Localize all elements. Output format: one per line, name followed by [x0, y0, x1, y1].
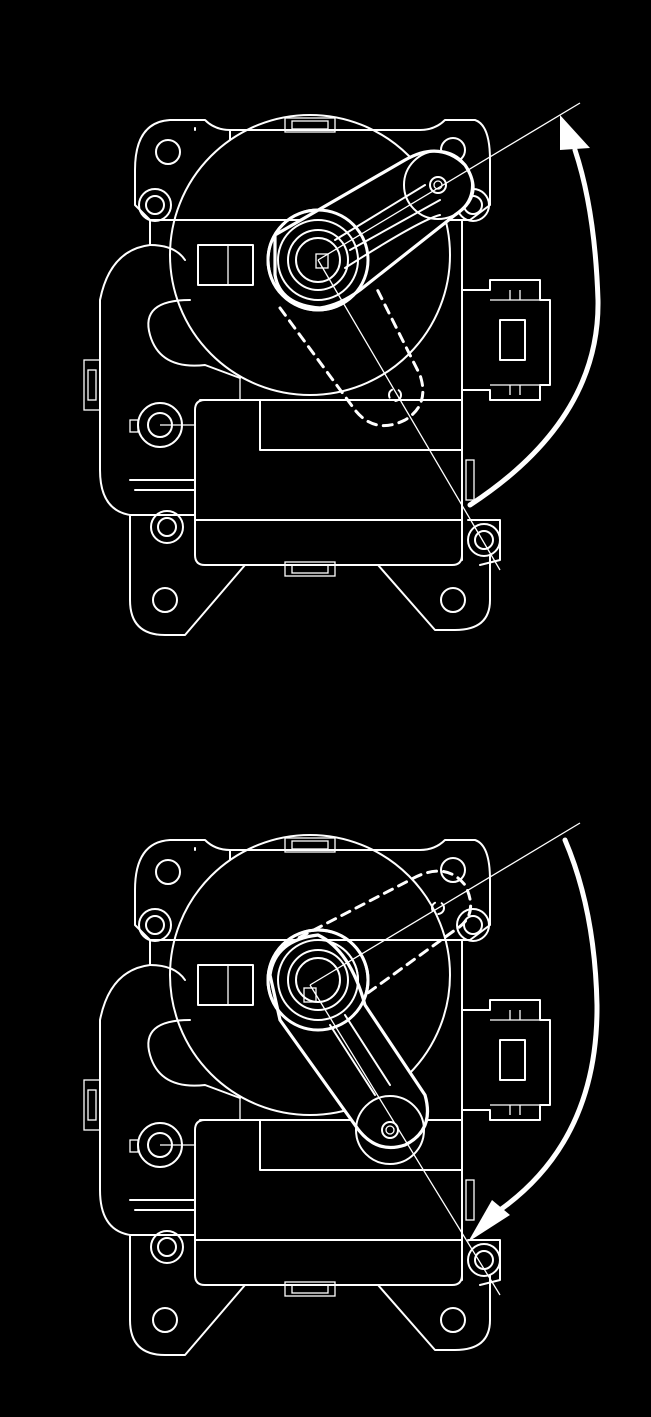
bottom-panel	[82, 822, 600, 1357]
solid-arm-top	[273, 149, 475, 310]
dashed-arm-bottom	[283, 869, 473, 997]
dashed-arm-top	[278, 283, 425, 428]
rotation-arrow-top	[467, 147, 601, 508]
rotation-arrow-bottom	[497, 837, 600, 1213]
top-panel	[82, 102, 601, 637]
solid-arm-bottom	[268, 933, 430, 1150]
